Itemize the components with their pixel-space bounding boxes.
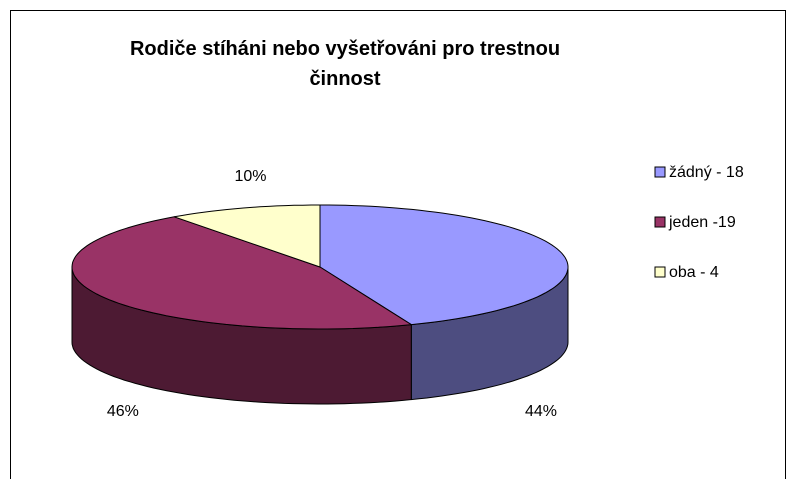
- legend-label: oba - 4: [669, 264, 719, 281]
- legend-swatch: [654, 216, 666, 228]
- legend-label: žádný - 18: [669, 164, 744, 181]
- legend-label: jeden -19: [668, 214, 736, 231]
- legend-swatch: [654, 166, 666, 178]
- data-label: 10%: [234, 168, 266, 185]
- data-label: 46%: [107, 403, 139, 420]
- pie-slice: [319, 204, 569, 326]
- data-label: 44%: [525, 403, 557, 420]
- legend-swatch: [654, 266, 666, 278]
- pie-slice: [174, 204, 321, 268]
- pie-slice: [71, 216, 413, 330]
- chart-title: Rodiče stíháni nebo vyšetřováni pro tres…: [129, 38, 561, 90]
